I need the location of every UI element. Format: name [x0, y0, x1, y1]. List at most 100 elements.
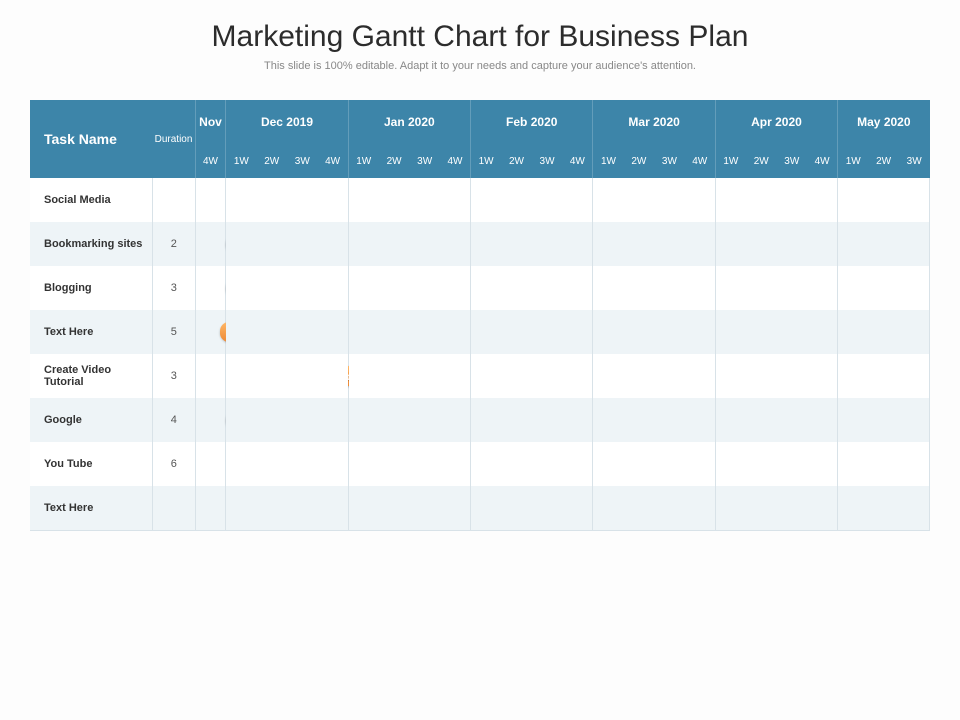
week-cell [287, 222, 318, 266]
week-cell [868, 442, 899, 486]
week-cell: 80% [195, 354, 226, 398]
week-cell [256, 310, 287, 354]
week-head: 2W [379, 144, 410, 178]
week-cell [501, 310, 532, 354]
week-cell [532, 310, 563, 354]
gantt-body: Social MediaBookmarking sites2 90% Blogg… [30, 178, 930, 530]
week-cell [226, 266, 257, 310]
week-cell [868, 486, 899, 530]
task-row: Google4 75% [30, 398, 930, 442]
week-cell: 70% [195, 266, 226, 310]
week-cell [226, 222, 257, 266]
week-cell [624, 486, 655, 530]
week-head: 1W [348, 144, 379, 178]
task-row: Bookmarking sites2 90% [30, 222, 930, 266]
week-cell [348, 354, 379, 398]
week-cell [868, 354, 899, 398]
week-cell [287, 442, 318, 486]
week-head: 4W [195, 144, 226, 178]
week-cell [746, 398, 777, 442]
week-cell [471, 310, 502, 354]
week-cell [899, 354, 930, 398]
week-head: 2W [256, 144, 287, 178]
task-duration-cell: 3 [152, 354, 195, 398]
week-cell [256, 354, 287, 398]
task-row: Social Media [30, 178, 930, 222]
week-cell [562, 222, 593, 266]
week-head: 1W [838, 144, 869, 178]
week-cell [899, 398, 930, 442]
week-cell [562, 486, 593, 530]
week-cell [868, 398, 899, 442]
week-cell [440, 178, 471, 222]
month-head: Apr 2020 [715, 100, 837, 144]
week-cell [562, 442, 593, 486]
week-cell [318, 310, 349, 354]
week-cell [685, 178, 716, 222]
task-row: Create Video Tutorial3 80% [30, 354, 930, 398]
week-cell [532, 398, 563, 442]
week-cell [532, 354, 563, 398]
week-cell [379, 354, 410, 398]
week-cell [654, 442, 685, 486]
week-cell [654, 486, 685, 530]
week-cell [807, 178, 838, 222]
week-head: 4W [685, 144, 716, 178]
week-cell [685, 310, 716, 354]
week-cell [318, 398, 349, 442]
week-head: 3W [654, 144, 685, 178]
week-cell [807, 266, 838, 310]
week-head: 3W [409, 144, 440, 178]
week-cell [715, 178, 746, 222]
week-cell [838, 442, 869, 486]
week-head: 3W [287, 144, 318, 178]
week-cell [440, 398, 471, 442]
week-cell [348, 442, 379, 486]
week-cell [379, 222, 410, 266]
week-head: 2W [746, 144, 777, 178]
week-cell [807, 442, 838, 486]
task-duration-cell: 3 [152, 266, 195, 310]
week-cell [746, 266, 777, 310]
week-cell [624, 398, 655, 442]
week-cell [593, 222, 624, 266]
week-cell [379, 266, 410, 310]
week-cell [838, 398, 869, 442]
week-cell [593, 398, 624, 442]
week-cell [440, 310, 471, 354]
week-cell [348, 310, 379, 354]
task-name-cell: Bookmarking sites [30, 222, 152, 266]
col-task: Task Name [30, 100, 152, 178]
week-head: 3W [776, 144, 807, 178]
week-cell [440, 354, 471, 398]
month-head: Nov [195, 100, 226, 144]
week-cell [226, 354, 257, 398]
week-cell [471, 178, 502, 222]
gantt-header: Task NameDurationNovDec 2019Jan 2020Feb … [30, 100, 930, 178]
week-cell [838, 354, 869, 398]
week-cell [899, 310, 930, 354]
month-head: May 2020 [838, 100, 930, 144]
week-cell [501, 442, 532, 486]
month-head: Dec 2019 [226, 100, 348, 144]
week-cell [287, 354, 318, 398]
week-cell [226, 486, 257, 530]
week-cell [409, 354, 440, 398]
week-cell [838, 222, 869, 266]
task-name-cell: Text Here [30, 310, 152, 354]
week-cell [195, 486, 226, 530]
week-cell [807, 310, 838, 354]
week-head: 3W [899, 144, 930, 178]
week-cell [532, 222, 563, 266]
week-cell: 15% [195, 442, 226, 486]
week-cell [715, 442, 746, 486]
week-cell [593, 266, 624, 310]
week-cell [654, 222, 685, 266]
week-cell: 20% [195, 310, 226, 354]
week-head: 3W [532, 144, 563, 178]
week-cell [624, 266, 655, 310]
week-cell [287, 398, 318, 442]
week-cell [776, 266, 807, 310]
week-cell [532, 486, 563, 530]
week-cell [318, 442, 349, 486]
